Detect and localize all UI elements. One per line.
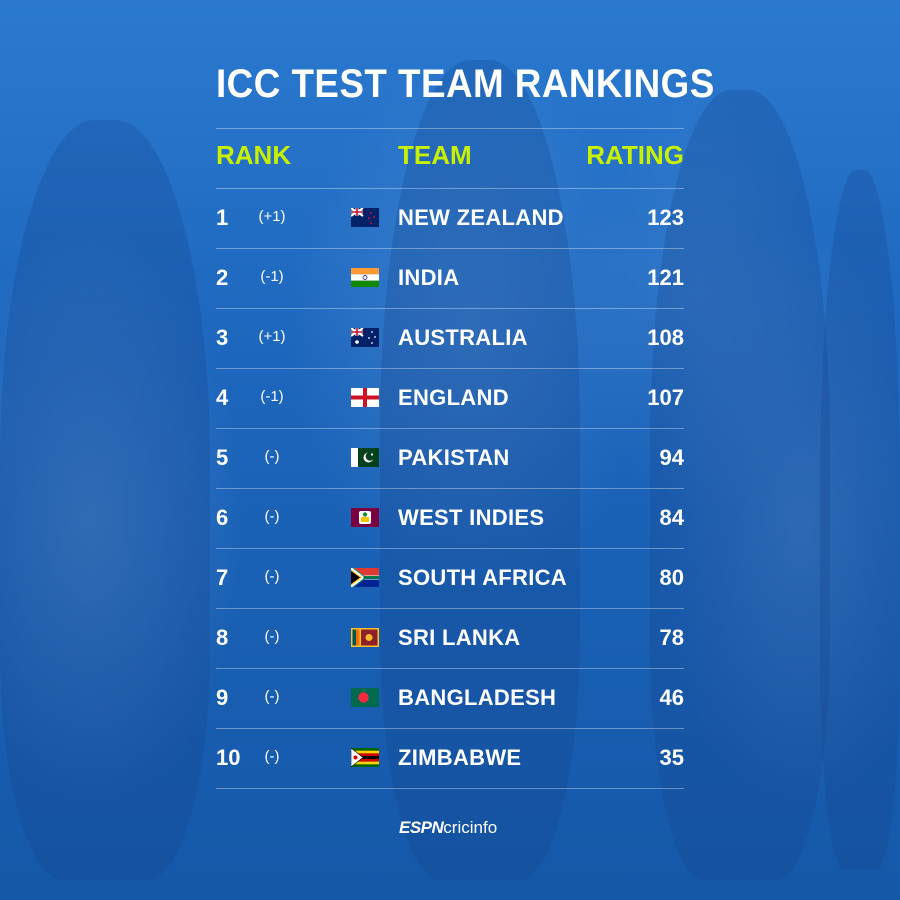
rank-number: 3: [216, 325, 229, 350]
espn-logo-text: ESPN: [399, 818, 444, 837]
team-name: NEW ZEALAND: [398, 205, 564, 230]
team-rating: 35: [659, 745, 684, 770]
background-player-far-right: [820, 170, 900, 870]
divider: [216, 788, 684, 789]
rank-number: 6: [216, 505, 229, 530]
rank-change: (-): [264, 628, 280, 645]
divider: [216, 488, 684, 489]
team-rating: 107: [647, 385, 684, 410]
rank-change: (+1): [258, 328, 286, 345]
divider: [216, 188, 684, 189]
team-name: SRI LANKA: [398, 625, 521, 650]
divider: [216, 308, 684, 309]
zimbabwe-flag-icon: [351, 748, 379, 767]
sri-lanka-flag-icon: [351, 628, 379, 647]
rank-change: (-): [264, 568, 280, 585]
south-africa-flag-icon: [351, 568, 379, 587]
cricinfo-logo-text: cricinfo: [443, 818, 498, 837]
england-flag-icon: [351, 388, 379, 407]
table-row: 4 (-1) ENGLAND 107: [216, 368, 684, 428]
team-name: BANGLADESH: [398, 685, 557, 710]
rank-number: 2: [216, 265, 229, 290]
rank-number: 7: [216, 565, 229, 590]
table-row: 6 (-) WEST INDIES 84: [216, 488, 684, 548]
divider: [216, 548, 684, 549]
rank-number: 10: [216, 745, 241, 770]
divider: [216, 668, 684, 669]
divider: [216, 128, 684, 129]
background-player-left: [0, 120, 210, 880]
background-player-right: [650, 90, 830, 880]
rankings-panel: ICC TEST TEAM RANKINGS RANK TEAM RATING …: [216, 0, 715, 900]
rank-change: (-): [264, 748, 280, 765]
divider: [216, 368, 684, 369]
table-row: 3 (+1) AUSTRALIA 108: [216, 308, 684, 368]
table-row: 2 (-1) INDIA 121: [216, 248, 684, 308]
rank-number: 5: [216, 445, 229, 470]
table-row: 1 (+1) NEW ZEALAND 123: [216, 188, 684, 248]
team-name: AUSTRALIA: [398, 325, 528, 350]
new-zealand-flag-icon: [351, 208, 379, 227]
table-row: 8 (-) SRI LANKA 78: [216, 608, 684, 668]
team-name: ENGLAND: [398, 385, 509, 410]
team-rating: 78: [659, 625, 684, 650]
rank-number: 8: [216, 625, 229, 650]
table-row: 7 (-) SOUTH AFRICA 80: [216, 548, 684, 608]
rank-number: 9: [216, 685, 229, 710]
espncricinfo-logo: ESPNcricinfo: [399, 818, 497, 838]
rank-number: 1: [216, 205, 229, 230]
rank-number: 4: [216, 385, 229, 410]
team-name: ZIMBABWE: [398, 745, 522, 770]
bangladesh-flag-icon: [351, 688, 379, 707]
header-rank: RANK: [216, 140, 292, 170]
rank-change: (-): [264, 508, 280, 525]
rank-change: (-): [264, 448, 280, 465]
divider: [216, 728, 684, 729]
background-player-center: [380, 60, 580, 880]
team-rating: 108: [647, 325, 684, 350]
rank-change: (+1): [258, 208, 286, 225]
rank-change: (-): [264, 688, 280, 705]
team-name: PAKISTAN: [398, 445, 510, 470]
page-title: ICC TEST TEAM RANKINGS: [216, 62, 715, 106]
divider: [216, 608, 684, 609]
rank-change: (-1): [260, 388, 284, 405]
team-rating: 123: [647, 205, 684, 230]
table-row: 5 (-) PAKISTAN 94: [216, 428, 684, 488]
india-flag-icon: [351, 268, 379, 287]
team-name: WEST INDIES: [398, 505, 545, 530]
rank-change: (-1): [260, 268, 284, 285]
australia-flag-icon: [351, 328, 379, 347]
table-row: 10 (-) ZIMBABWE 35: [216, 728, 684, 788]
header-team: TEAM: [398, 140, 472, 170]
header-rating: RATING: [586, 140, 684, 170]
pakistan-flag-icon: [351, 448, 379, 467]
team-rating: 46: [659, 685, 684, 710]
team-rating: 84: [659, 505, 684, 530]
team-name: INDIA: [398, 265, 460, 290]
team-rating: 121: [647, 265, 684, 290]
team-rating: 94: [659, 445, 684, 470]
table-row: 9 (-) BANGLADESH 46: [216, 668, 684, 728]
west-indies-flag-icon: [351, 508, 379, 527]
team-name: SOUTH AFRICA: [398, 565, 567, 590]
team-rating: 80: [659, 565, 684, 590]
divider: [216, 428, 684, 429]
divider: [216, 248, 684, 249]
